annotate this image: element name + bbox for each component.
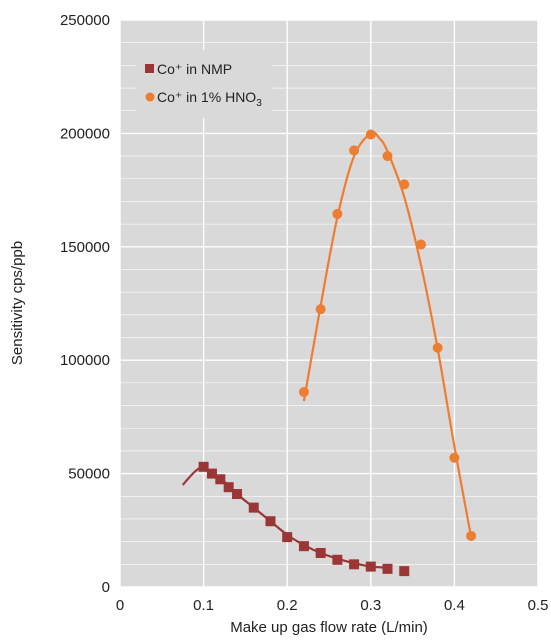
y-axis-label: Sensitivity cps/ppb <box>9 241 26 365</box>
data-point-nmp <box>198 461 209 472</box>
data-point-hno3 <box>382 151 393 162</box>
gridlines <box>119 19 539 588</box>
data-point-nmp <box>223 482 234 493</box>
legend: Co⁺ in NMP Co⁺ in 1% HNO3 <box>136 50 272 118</box>
data-point-nmp <box>332 554 343 565</box>
data-point-nmp <box>206 468 217 479</box>
legend-box <box>136 50 272 118</box>
data-point-nmp <box>215 474 226 485</box>
data-point-hno3 <box>432 342 443 353</box>
y-tick-label: 250000 <box>60 12 110 29</box>
x-tick-label: 0.5 <box>528 597 549 614</box>
data-point-nmp <box>399 566 410 577</box>
data-point-nmp <box>298 541 309 552</box>
legend-marker-nmp <box>145 64 154 73</box>
data-point-nmp <box>232 489 243 500</box>
data-point-nmp <box>382 563 393 574</box>
x-tick-label: 0 <box>116 597 124 614</box>
data-point-hno3 <box>332 208 343 219</box>
legend-label-hno3-main: Co⁺ in 1% HNO <box>157 89 256 105</box>
y-tick-label: 150000 <box>60 239 110 256</box>
legend-marker-hno3 <box>145 92 155 102</box>
tick-labels: 0 50000 100000 150000 200000 250000 0 0.1 0.2 0.3… <box>60 12 548 614</box>
data-point-hno3 <box>315 304 326 315</box>
data-point-hno3 <box>365 129 376 140</box>
x-tick-label: 0.1 <box>193 597 214 614</box>
data-point-hno3 <box>415 239 426 250</box>
trendline-hno3 <box>302 131 473 538</box>
x-axis-label: Make up gas flow rate (L/min) <box>230 619 428 636</box>
legend-label-hno3-subscript: 3 <box>256 98 262 109</box>
legend-label-hno3: Co⁺ in 1% HNO3 <box>157 89 262 109</box>
y-tick-label: 100000 <box>60 352 110 369</box>
data-markers <box>198 129 477 577</box>
data-point-nmp <box>265 516 276 527</box>
y-tick-label: 50000 <box>68 466 110 483</box>
data-point-hno3 <box>449 452 460 463</box>
data-point-hno3 <box>466 530 477 541</box>
data-point-hno3 <box>399 179 410 190</box>
data-point-hno3 <box>298 386 309 397</box>
x-tick-label: 0.4 <box>444 597 465 614</box>
y-tick-label: 0 <box>102 579 110 596</box>
data-point-nmp <box>365 561 376 572</box>
data-point-hno3 <box>349 145 360 156</box>
data-point-nmp <box>248 502 259 513</box>
data-point-nmp <box>315 547 326 558</box>
y-tick-label: 200000 <box>60 125 110 142</box>
x-tick-label: 0.2 <box>277 597 298 614</box>
x-tick-label: 0.3 <box>360 597 381 614</box>
data-point-nmp <box>282 532 293 543</box>
legend-label-nmp: Co⁺ in NMP <box>157 61 232 77</box>
data-point-nmp <box>349 559 360 570</box>
